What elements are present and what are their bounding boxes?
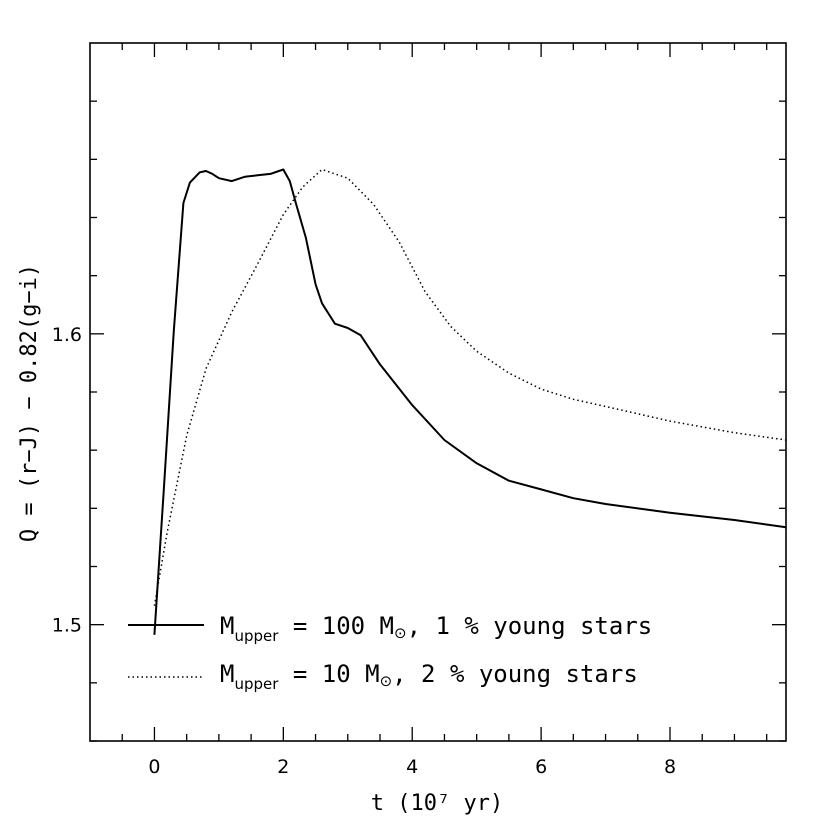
y-tick-label: 1.5 — [52, 615, 82, 637]
x-tick-label: 0 — [148, 756, 160, 778]
y-axis-title: Q = (r−J) − 0.82(g−i) — [17, 264, 42, 542]
legend-entry-2: Mupper = 10 M⊙, 2 % young stars — [220, 660, 638, 693]
x-tick-label: 6 — [535, 756, 547, 778]
chart: 0 2 4 6 8 1.5 1.6 t (10⁷ yr) Q = (r−J) − 0.82(… — [0, 0, 830, 830]
x-axis-title: t (10⁷ yr) — [371, 791, 503, 816]
x-tick-label: 2 — [277, 756, 289, 778]
y-tick-label: 1.6 — [52, 324, 82, 346]
series-line-dotted-10msun — [154, 170, 786, 606]
series-line-solid-100msun — [154, 170, 786, 635]
legend-entry-1: Mupper = 100 M⊙, 1 % young stars — [220, 612, 652, 645]
x-tick-label: 4 — [406, 756, 418, 778]
legend: Mupper = 100 M⊙, 1 % young stars Mupper … — [128, 612, 652, 693]
x-tick-label: 8 — [664, 756, 676, 778]
